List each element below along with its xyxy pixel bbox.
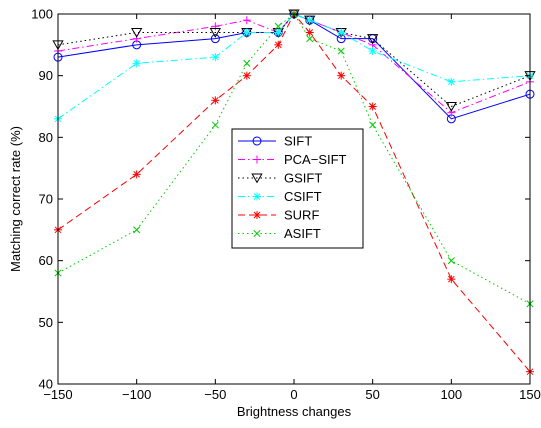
data-point — [305, 16, 314, 25]
y-tick-label: 80 — [39, 130, 53, 145]
data-point — [337, 47, 345, 55]
x-tick-label: −50 — [204, 387, 226, 402]
y-tick-label: 100 — [31, 7, 53, 22]
series-line — [57, 13, 531, 120]
axis-layer: −150 −100 −50 0 50 100 150 40 50 60 70 80 90 100 — [31, 7, 541, 403]
series-line — [57, 13, 531, 305]
data-point — [242, 16, 251, 25]
data-point — [368, 47, 377, 55]
legend-marker — [253, 155, 261, 164]
data-point — [369, 121, 377, 129]
x-tick-label: 50 — [365, 387, 379, 402]
data-point — [306, 35, 314, 43]
data-point — [211, 53, 220, 62]
data-point — [447, 257, 455, 265]
y-tick-label: 90 — [39, 68, 53, 83]
data-point — [305, 28, 314, 37]
x-axis-label: Brightness changes — [237, 404, 352, 419]
x-tick-label: −150 — [43, 387, 72, 402]
legend: SIFT PCA−SIFT GSIFT CSIFT SURF ASIFT — [231, 128, 364, 249]
legend-label: PCA−SIFT — [284, 152, 347, 167]
legend-item: SURF — [238, 208, 319, 223]
data-point — [274, 28, 283, 37]
data-point — [242, 28, 251, 37]
legend-box — [231, 128, 364, 249]
x-tick-label: 0 — [290, 387, 297, 402]
y-axis-label: Matching correct rate (%) — [8, 126, 23, 272]
legend-marker — [253, 211, 261, 219]
x-tick-label: −100 — [122, 387, 151, 402]
data-point — [274, 22, 282, 30]
series-5 — [54, 10, 534, 308]
data-point — [243, 59, 251, 67]
data-point — [367, 34, 379, 45]
data-point — [211, 121, 219, 129]
data-point — [445, 102, 457, 112]
legend-item: GSIFT — [238, 171, 322, 186]
legend-label: GSIFT — [284, 171, 322, 186]
legend-item: ASIFT — [238, 226, 321, 241]
data-point — [274, 40, 283, 49]
legend-marker — [251, 173, 263, 184]
data-point — [209, 28, 221, 38]
data-point — [242, 71, 251, 80]
legend-item: CSIFT — [238, 189, 322, 204]
data-point — [368, 102, 377, 111]
data-point — [447, 77, 456, 86]
x-tick-label: 150 — [519, 387, 541, 402]
data-point — [337, 28, 346, 37]
data-point — [337, 71, 346, 80]
legend-marker — [253, 229, 261, 238]
legend-marker — [252, 136, 262, 146]
y-tick-label: 60 — [39, 253, 53, 268]
legend-label: ASIFT — [284, 226, 321, 241]
legend-label: SIFT — [284, 134, 312, 149]
data-point — [131, 28, 143, 38]
y-tick-label: 70 — [39, 192, 53, 207]
x-tick-label: 100 — [440, 387, 462, 402]
legend-label: CSIFT — [284, 189, 322, 204]
data-point — [211, 96, 220, 105]
legend-item: PCA−SIFT — [238, 152, 347, 167]
legend-item: SIFT — [238, 134, 312, 149]
data-point — [132, 59, 141, 68]
legend-label: SURF — [284, 208, 319, 223]
y-tick-label: 40 — [39, 377, 53, 392]
data-point — [133, 226, 141, 234]
legend-marker — [253, 192, 261, 201]
data-point — [447, 275, 456, 284]
y-tick-label: 50 — [39, 315, 53, 330]
data-point — [210, 34, 220, 44]
data-point — [132, 170, 141, 179]
